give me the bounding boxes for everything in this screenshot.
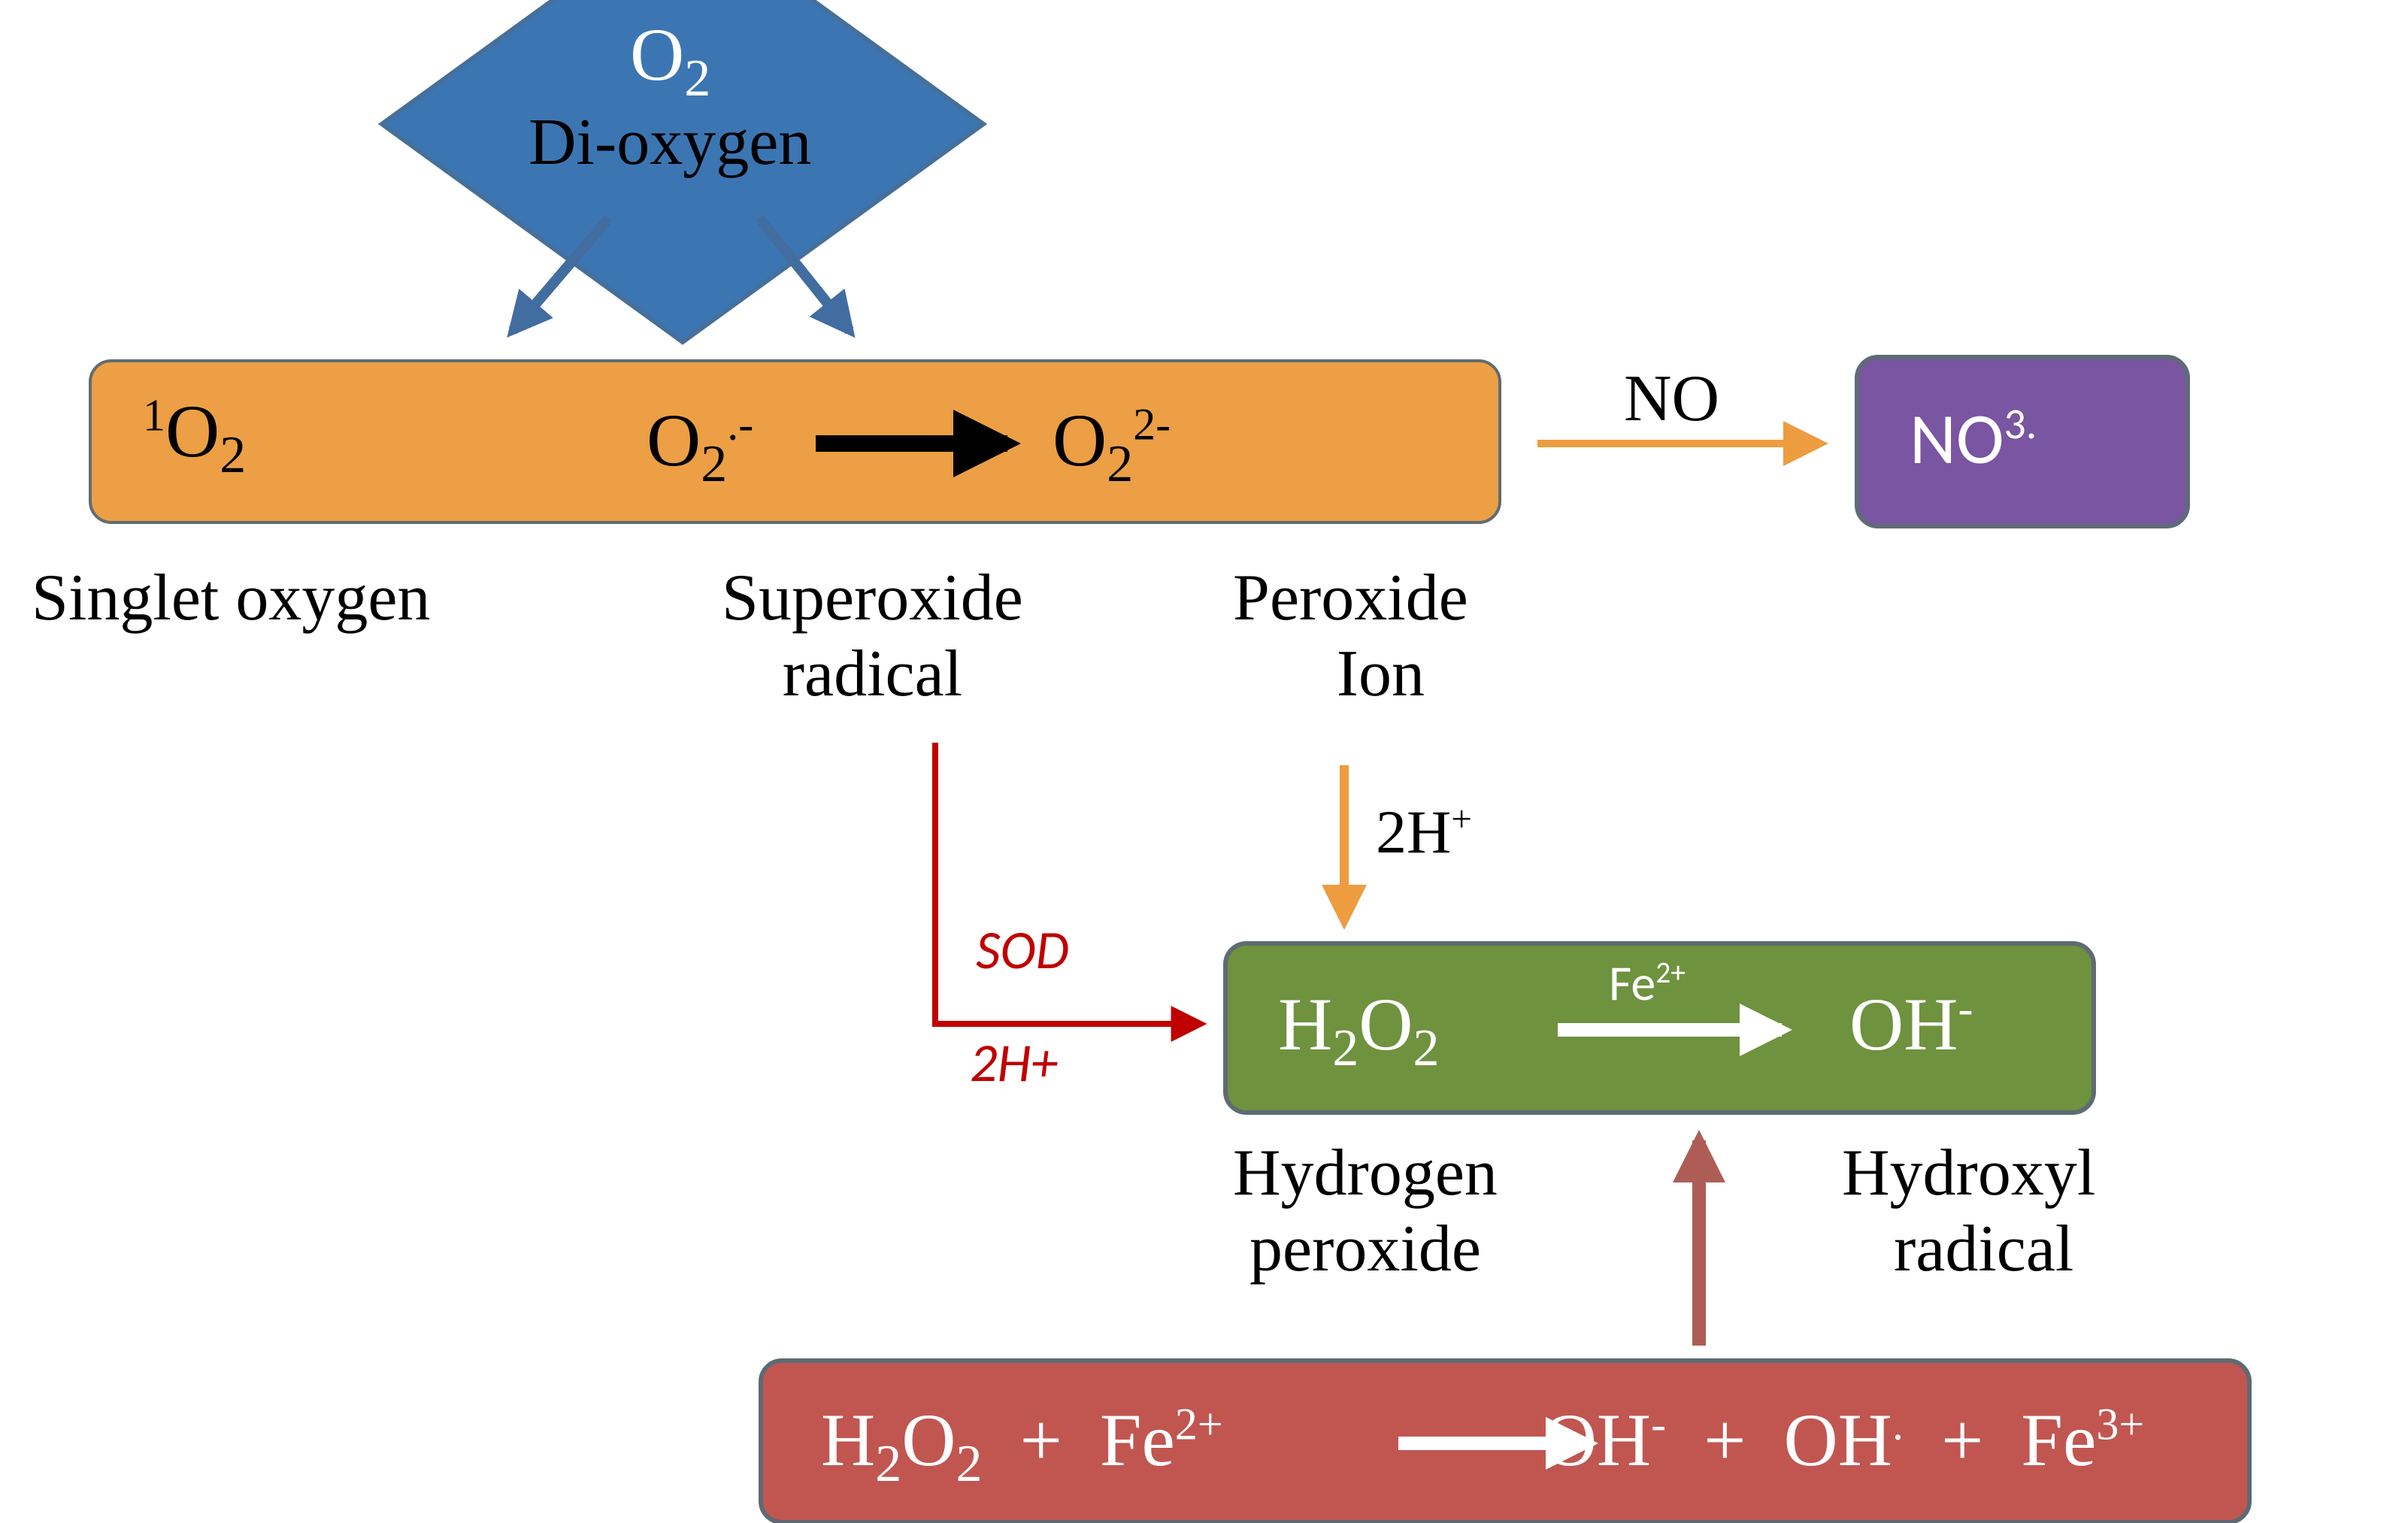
hydroxyl-label-1: Hydroxyl xyxy=(1842,1135,2095,1211)
fe2-label: Fe2+ xyxy=(1609,952,1686,1013)
peroxide-label-2: Ion xyxy=(1233,636,1468,712)
oh-formula: OH- xyxy=(1849,983,1973,1066)
peroxide-formula: O22- xyxy=(1053,398,1171,482)
superoxide-formula: O2.- xyxy=(647,398,753,482)
superoxide-label-1: Superoxide xyxy=(722,560,1023,636)
hydroxyl-label-2: radical xyxy=(1842,1211,2095,1287)
sod-label: SOD xyxy=(976,917,1069,983)
superoxide-label-2: radical xyxy=(722,636,1023,712)
singlet-formula: 1O2 xyxy=(143,389,246,473)
fenton-equation: H2O2 + Fe2+ OH- + OH. + Fe3+ xyxy=(821,1398,2144,1482)
sod-2h-label: 2H+ xyxy=(970,1030,1058,1096)
singlet-label: Singlet oxygen xyxy=(32,562,430,634)
two-h-plus-label: 2H+ xyxy=(1376,798,1472,866)
no3-formula: NO3. xyxy=(1910,395,2037,483)
h2o2-formula: H2O2 xyxy=(1278,983,1439,1066)
orange-box xyxy=(90,361,1500,522)
peroxide-label-1: Peroxide xyxy=(1233,560,1468,636)
dioxygen-formula: O2 xyxy=(630,13,710,96)
h2o2-label-1: Hydrogen xyxy=(1233,1135,1498,1211)
dioxygen-label: Di-oxygen xyxy=(529,106,811,179)
h2o2-label-2: peroxide xyxy=(1233,1211,1498,1287)
no-label: NO xyxy=(1624,362,1719,435)
